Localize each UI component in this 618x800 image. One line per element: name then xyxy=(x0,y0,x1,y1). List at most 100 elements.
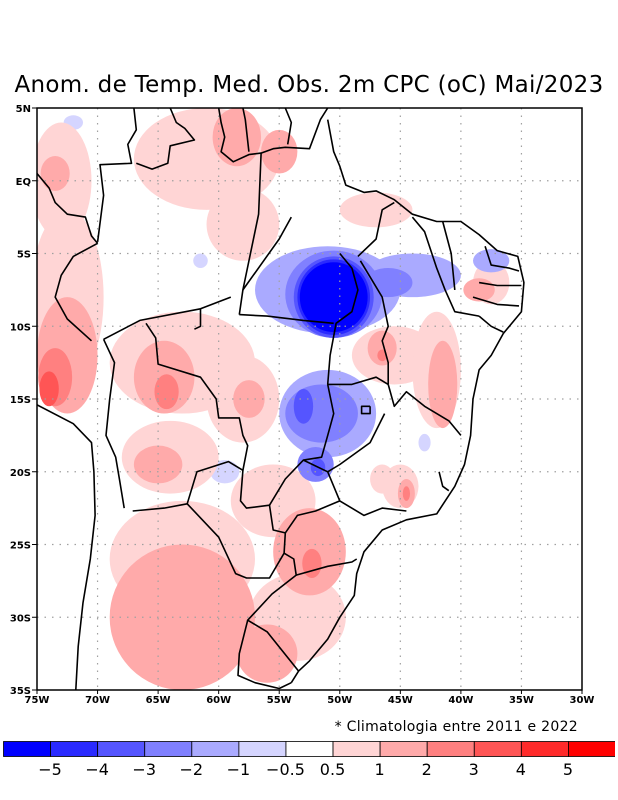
border-line xyxy=(360,405,371,415)
anomaly-region-bahia-coast-core xyxy=(428,340,458,429)
border-line xyxy=(327,413,386,473)
border-line xyxy=(102,338,125,509)
y-tick-label: 5S xyxy=(17,250,31,261)
colorbar-label: −0.5 xyxy=(266,760,305,779)
border-line xyxy=(132,322,249,512)
border-line xyxy=(186,470,287,579)
colorbar-label: 5 xyxy=(563,760,573,779)
anomaly-region-sao-paulo-peak xyxy=(402,486,411,501)
border-line xyxy=(103,296,232,341)
colorbar-swatch xyxy=(144,741,193,757)
anomaly-map: 75W 70W 65W 60W 55W 50W 45W 40W 35W 30W 5N EQ 5S 10S 1… xyxy=(10,104,595,706)
anomaly-region-amazon-central xyxy=(206,188,280,261)
colorbar-swatch xyxy=(473,741,522,757)
x-tick-label: 30W xyxy=(570,695,595,706)
colorbar-label: 3 xyxy=(469,760,479,779)
x-tick-label: 40W xyxy=(448,695,473,706)
border-line xyxy=(357,201,395,257)
y-tick-label: 30S xyxy=(10,613,31,624)
climatology-note: * Climatologia entre 2011 e 2022 xyxy=(334,719,578,735)
anomaly-region-para-coast xyxy=(339,192,413,228)
anomaly-region-chaco-core xyxy=(133,445,183,484)
anomaly-region-parana-core xyxy=(302,548,322,578)
anomaly-region-rondonia-cold-dot xyxy=(193,253,208,269)
border-line xyxy=(295,558,358,576)
colorbar-label: −3 xyxy=(132,760,156,779)
border-line xyxy=(484,245,520,272)
border-line xyxy=(237,620,292,690)
colorbar-label: 2 xyxy=(422,760,432,779)
border-line xyxy=(238,153,262,315)
anomaly-region-bolivia-core xyxy=(154,374,179,410)
x-tick-label: 45W xyxy=(388,695,413,706)
border-line xyxy=(54,242,98,342)
anomaly-region-sp-cold-dot xyxy=(418,433,431,452)
x-tick-label: 70W xyxy=(85,695,110,706)
colorbar-label: −1 xyxy=(227,760,251,779)
colorbar-swatch xyxy=(238,741,287,757)
border-line xyxy=(359,260,389,385)
colorbar-swatch xyxy=(97,741,146,757)
y-tick-label: EQ xyxy=(16,177,31,188)
border-line xyxy=(326,252,359,385)
anomaly-region-colombia-west-core xyxy=(40,156,70,191)
y-tick-label: 10S xyxy=(10,322,31,333)
border-line xyxy=(242,216,293,291)
border-line xyxy=(136,108,196,170)
colorbar-label: 4 xyxy=(516,760,526,779)
border-line xyxy=(239,313,334,325)
colorbar-label: 1 xyxy=(375,760,385,779)
country-borders xyxy=(37,108,525,690)
border-line xyxy=(37,172,99,244)
border-line xyxy=(284,500,341,534)
border-line xyxy=(472,296,520,307)
anomaly-region-uruguay xyxy=(236,624,298,683)
colorbar-swatch xyxy=(568,741,615,757)
x-tick-label: 50W xyxy=(327,695,352,706)
border-line xyxy=(284,108,293,145)
colorbar-swatch xyxy=(3,741,51,757)
border-line xyxy=(478,315,504,333)
border-line xyxy=(438,471,450,492)
axis-ticks: 75W 70W 65W 60W 55W 50W 45W 40W 35W 30W 5N EQ 5S 10S 1… xyxy=(10,104,595,706)
anomaly-region-goias-cold-3 xyxy=(293,388,314,424)
colorbar-label: 0.5 xyxy=(320,760,345,779)
anomaly-region-peru-south-peak xyxy=(39,371,59,407)
border-line xyxy=(242,108,250,152)
colorbar: −5 −4 −3 −2 −1 −0.5 0.5 1 2 3 4 5 xyxy=(3,741,615,779)
anomaly-region-bahia-west xyxy=(367,330,397,366)
colorbar-label: −4 xyxy=(85,760,109,779)
border-line xyxy=(327,376,389,386)
border-line xyxy=(96,108,138,243)
colorbar-swatch xyxy=(332,741,381,757)
x-tick-label: 75W xyxy=(25,695,50,706)
border-line xyxy=(411,216,480,317)
chart-title: Anom. de Temp. Med. Obs. 2m CPC (oC) Mai… xyxy=(14,72,604,98)
border-line xyxy=(303,459,407,517)
y-tick-label: 25S xyxy=(10,541,31,552)
border-line xyxy=(246,552,300,672)
colorbar-swatch xyxy=(285,741,334,757)
x-tick-label: 55W xyxy=(267,695,292,706)
colorbar-label: −2 xyxy=(180,760,204,779)
colorbar-swatch xyxy=(191,741,240,757)
anomaly-region-tocantins-cold-5 xyxy=(299,262,368,333)
border-line xyxy=(387,384,462,436)
colorbar-label: −5 xyxy=(38,760,62,779)
border-line xyxy=(37,404,96,690)
y-tick-label: 5N xyxy=(16,104,31,115)
border-line xyxy=(268,384,335,506)
border-line xyxy=(290,119,525,684)
anomaly-region-minas-south xyxy=(370,464,395,494)
y-tick-label: 15S xyxy=(10,395,31,406)
x-tick-label: 65W xyxy=(146,695,171,706)
border-line xyxy=(478,281,522,287)
colorbar-swatch xyxy=(50,741,99,757)
y-tick-label: 35S xyxy=(10,686,31,697)
colorbar-swatch xyxy=(426,741,475,757)
anomaly-region-mato-grosso-core xyxy=(233,380,265,418)
colorbar-swatch xyxy=(379,741,428,757)
border-line xyxy=(194,308,202,330)
x-tick-label: 60W xyxy=(206,695,231,706)
anomaly-region-northeast-east-core xyxy=(463,278,495,302)
